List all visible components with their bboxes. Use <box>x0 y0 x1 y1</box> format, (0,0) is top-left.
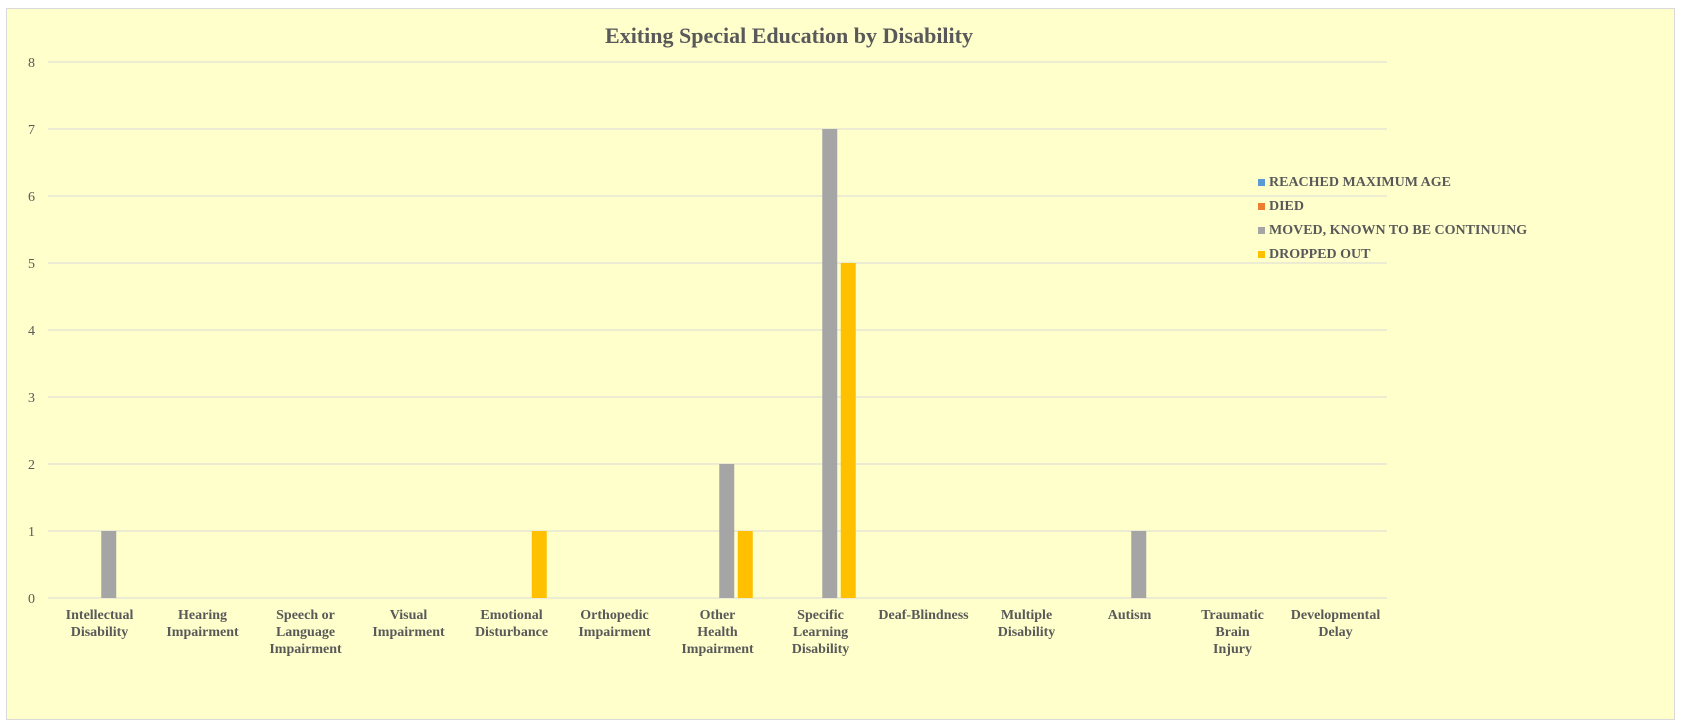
x-category-label: Hearing Impairment <box>166 608 239 640</box>
x-category-label: Speech or Language Impairment <box>269 608 342 657</box>
bar <box>822 129 838 598</box>
legend-swatch <box>1258 179 1265 186</box>
legend-swatch <box>1258 203 1265 210</box>
x-category-label: Deaf-Blindness <box>878 608 969 623</box>
bar-chart: Exiting Special Education by Disability … <box>28 23 1527 657</box>
x-category-label: Multiple Disability <box>998 608 1056 640</box>
y-tick-label: 3 <box>28 391 35 406</box>
y-axis-tick-labels: 0 1 2 3 4 5 6 7 8 <box>28 56 35 607</box>
x-category-label: Emotional Disturbance <box>475 608 548 640</box>
legend-label: DROPPED OUT <box>1269 247 1371 262</box>
x-category-label: Specific Learning Disability <box>792 608 850 657</box>
gridlines <box>48 61 1387 599</box>
chart-title: Exiting Special Education by Disability <box>605 23 973 48</box>
legend-swatch <box>1258 251 1265 258</box>
bar <box>1131 531 1147 598</box>
x-category-label: Autism <box>1108 608 1152 623</box>
y-tick-label: 4 <box>28 324 35 339</box>
x-category-label: Other Health Impairment <box>681 608 754 657</box>
bars <box>101 129 1147 598</box>
x-category-label: Developmental Delay <box>1291 608 1381 640</box>
bar <box>531 531 547 598</box>
y-tick-label: 8 <box>28 56 35 71</box>
y-tick-label: 7 <box>28 123 35 138</box>
bar <box>101 531 117 598</box>
x-category-label: Intellectual Disability <box>66 608 134 640</box>
y-tick-label: 0 <box>28 592 35 607</box>
legend-label: REACHED MAXIMUM AGE <box>1269 175 1451 190</box>
y-tick-label: 5 <box>28 257 35 272</box>
bar <box>737 531 753 598</box>
y-tick-label: 6 <box>28 190 35 205</box>
legend: REACHED MAXIMUM AGE DIED MOVED, KNOWN TO B… <box>1258 175 1527 262</box>
x-category-label: Traumatic Brain Injury <box>1201 608 1264 657</box>
legend-swatch <box>1258 227 1265 234</box>
x-axis-category-labels: Intellectual Disability Hearing Impairment S… <box>66 608 1381 657</box>
bar <box>719 464 735 598</box>
legend-label: MOVED, KNOWN TO BE CONTINUING <box>1269 223 1527 238</box>
chart-area: Exiting Special Education by Disability … <box>6 8 1675 720</box>
legend-label: DIED <box>1269 199 1304 214</box>
x-category-label: Orthopedic Impairment <box>578 608 651 640</box>
bar <box>840 263 856 598</box>
y-tick-label: 2 <box>28 458 35 473</box>
x-category-label: Visual Impairment <box>372 608 445 640</box>
y-tick-label: 1 <box>28 525 35 540</box>
